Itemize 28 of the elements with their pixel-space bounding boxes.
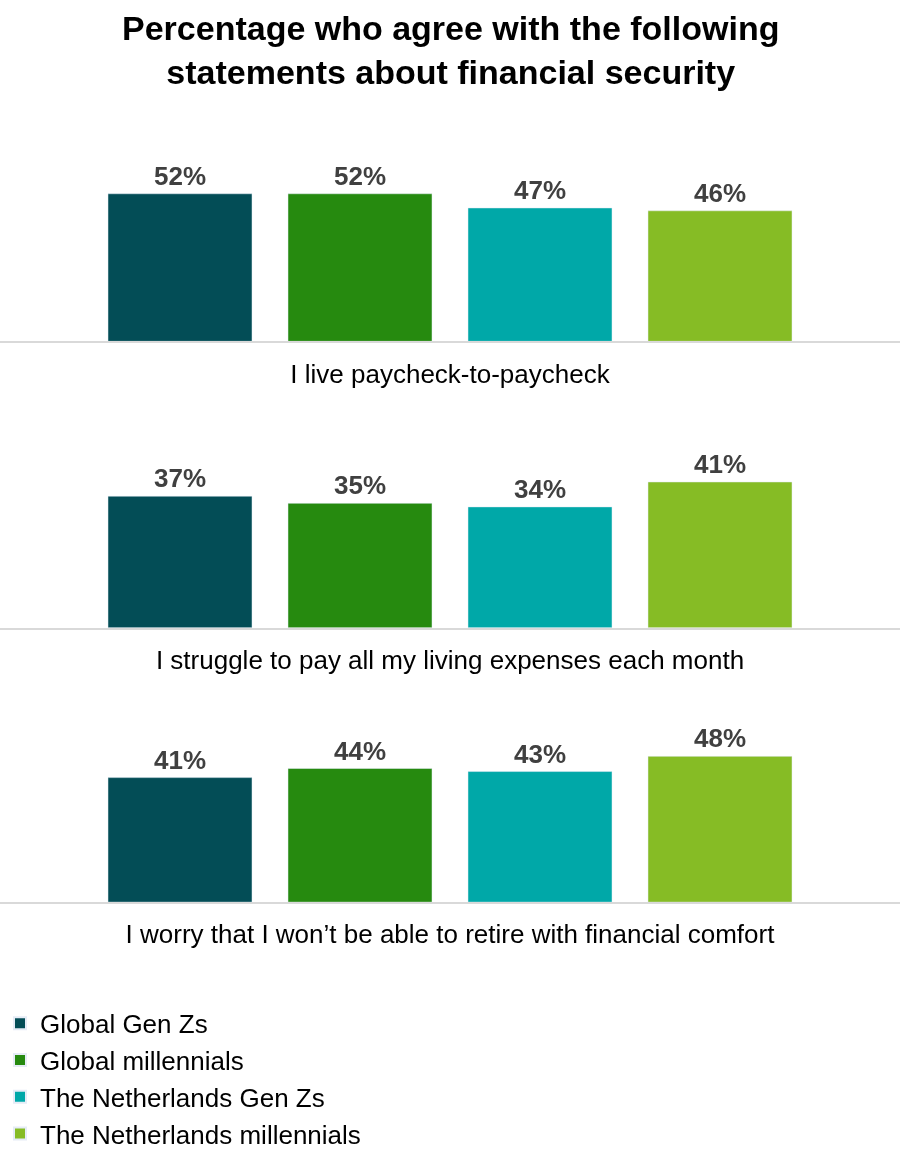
bar <box>467 771 613 903</box>
legend-label: Global Gen Zs <box>40 1009 208 1040</box>
x-axis-title: I worry that I won’t be able to retire with financial comfort <box>125 919 776 950</box>
data-label: 43% <box>513 738 567 769</box>
bar <box>647 481 793 628</box>
data-label: 41% <box>693 449 747 479</box>
data-label: 52% <box>153 160 207 191</box>
x-axis-title: I live paycheck-to-paycheck <box>290 358 611 389</box>
bar <box>107 777 253 903</box>
bar <box>647 756 793 903</box>
data-label: 35% <box>333 470 387 501</box>
legend-label: The Netherlands millennials <box>40 1119 361 1150</box>
data-label: 41% <box>153 744 207 775</box>
data-label: 34% <box>513 473 567 504</box>
x-axis-title: I struggle to pay all my living expenses each month <box>155 644 745 675</box>
data-label: 48% <box>693 723 747 754</box>
bar <box>287 503 433 628</box>
data-label: 44% <box>333 735 387 766</box>
bar <box>287 768 433 903</box>
data-label: 47% <box>513 174 567 205</box>
legend-label: The Netherlands Gen Zs <box>40 1082 325 1113</box>
data-label: 52% <box>333 160 387 191</box>
data-label: 37% <box>153 463 207 494</box>
data-label: 46% <box>693 177 747 208</box>
bar <box>467 506 613 628</box>
chart-title: Percentage who agree with the following statements about financial security <box>122 9 780 92</box>
bar <box>107 495 253 628</box>
legend-label: Global millennials <box>40 1046 244 1077</box>
